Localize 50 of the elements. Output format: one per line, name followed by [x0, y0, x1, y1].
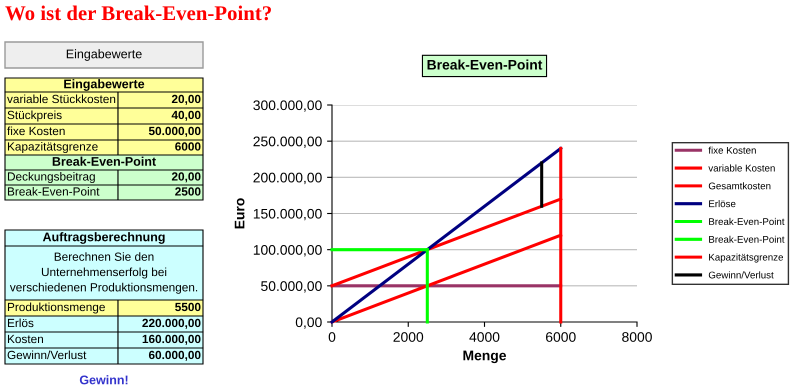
text: Kapazitätsgrenze [8, 142, 98, 154]
legend-label: fixe Kosten [708, 146, 756, 154]
text: Break-Even-Point [8, 187, 100, 196]
text: 6000 [175, 142, 201, 151]
x-tick-label: 0 [328, 332, 336, 342]
text: Produktionsmenge [8, 302, 105, 314]
text: Berechnen Sie den Unternehmenserfolg bei verschiedenen Produktionsmengen. [10, 252, 198, 294]
legend-label: Kapazitätsgrenze [709, 254, 784, 263]
text: 220.000,00 [142, 318, 201, 329]
text: Erlös [8, 318, 34, 328]
text: Auftragsberechnung [42, 232, 165, 244]
text: variable Stückkosten [7, 94, 116, 104]
legend-label: Gesamtkosten [708, 182, 770, 190]
y-tick-label: 150.000,00 [254, 208, 322, 220]
text: Gewinn/Verlust [8, 350, 86, 360]
text: Break-Even-Point [52, 156, 156, 166]
text: 160.000,00 [142, 334, 201, 345]
text: Kosten [8, 334, 43, 344]
y-axis-title: Euro [234, 198, 244, 228]
legend-label: Erlöse [709, 200, 736, 208]
text: 20,00 [172, 172, 201, 182]
text: 40,00 [172, 110, 201, 121]
text: 50.000,00 [148, 126, 201, 137]
y-tick-label: 200.000,00 [253, 172, 322, 184]
legend-label: Gewinn/Verlust [708, 271, 774, 278]
legend-label: Break-Even-Point [709, 236, 784, 243]
chart-title: Break-Even-Point [428, 59, 542, 70]
y-tick-label: 300.000,00 [253, 100, 322, 112]
text: 2500 [175, 187, 201, 196]
text: Deckungsbeitrag [8, 172, 95, 184]
y-tick-label: 50.000,00 [261, 281, 322, 293]
text: 60.000,00 [148, 350, 201, 361]
text: Stückpreis [8, 110, 62, 122]
x-tick-label: 2000 [394, 332, 424, 342]
text: Eingabewerte [64, 79, 144, 91]
y-tick-label: 0,00 [296, 317, 322, 329]
text: 20,00 [172, 94, 201, 105]
text: Gewinn! [80, 375, 128, 384]
legend-label: variable Kosten [708, 164, 775, 172]
x-tick-label: 8000 [622, 332, 652, 342]
text: Eingabewerte [66, 49, 142, 61]
x-tick-label: 6000 [546, 332, 576, 342]
text: 5500 [175, 302, 201, 312]
x-tick-label: 4000 [469, 332, 500, 342]
text: Wo ist der Break-Even-Point? [5, 6, 271, 20]
y-tick-label: 100.000,00 [254, 245, 322, 256]
text: fixe Kosten [7, 126, 65, 136]
y-tick-label: 250.000,00 [253, 136, 322, 148]
x-axis-title: Menge [463, 350, 506, 364]
legend-label: Break-Even-Point [709, 218, 784, 226]
